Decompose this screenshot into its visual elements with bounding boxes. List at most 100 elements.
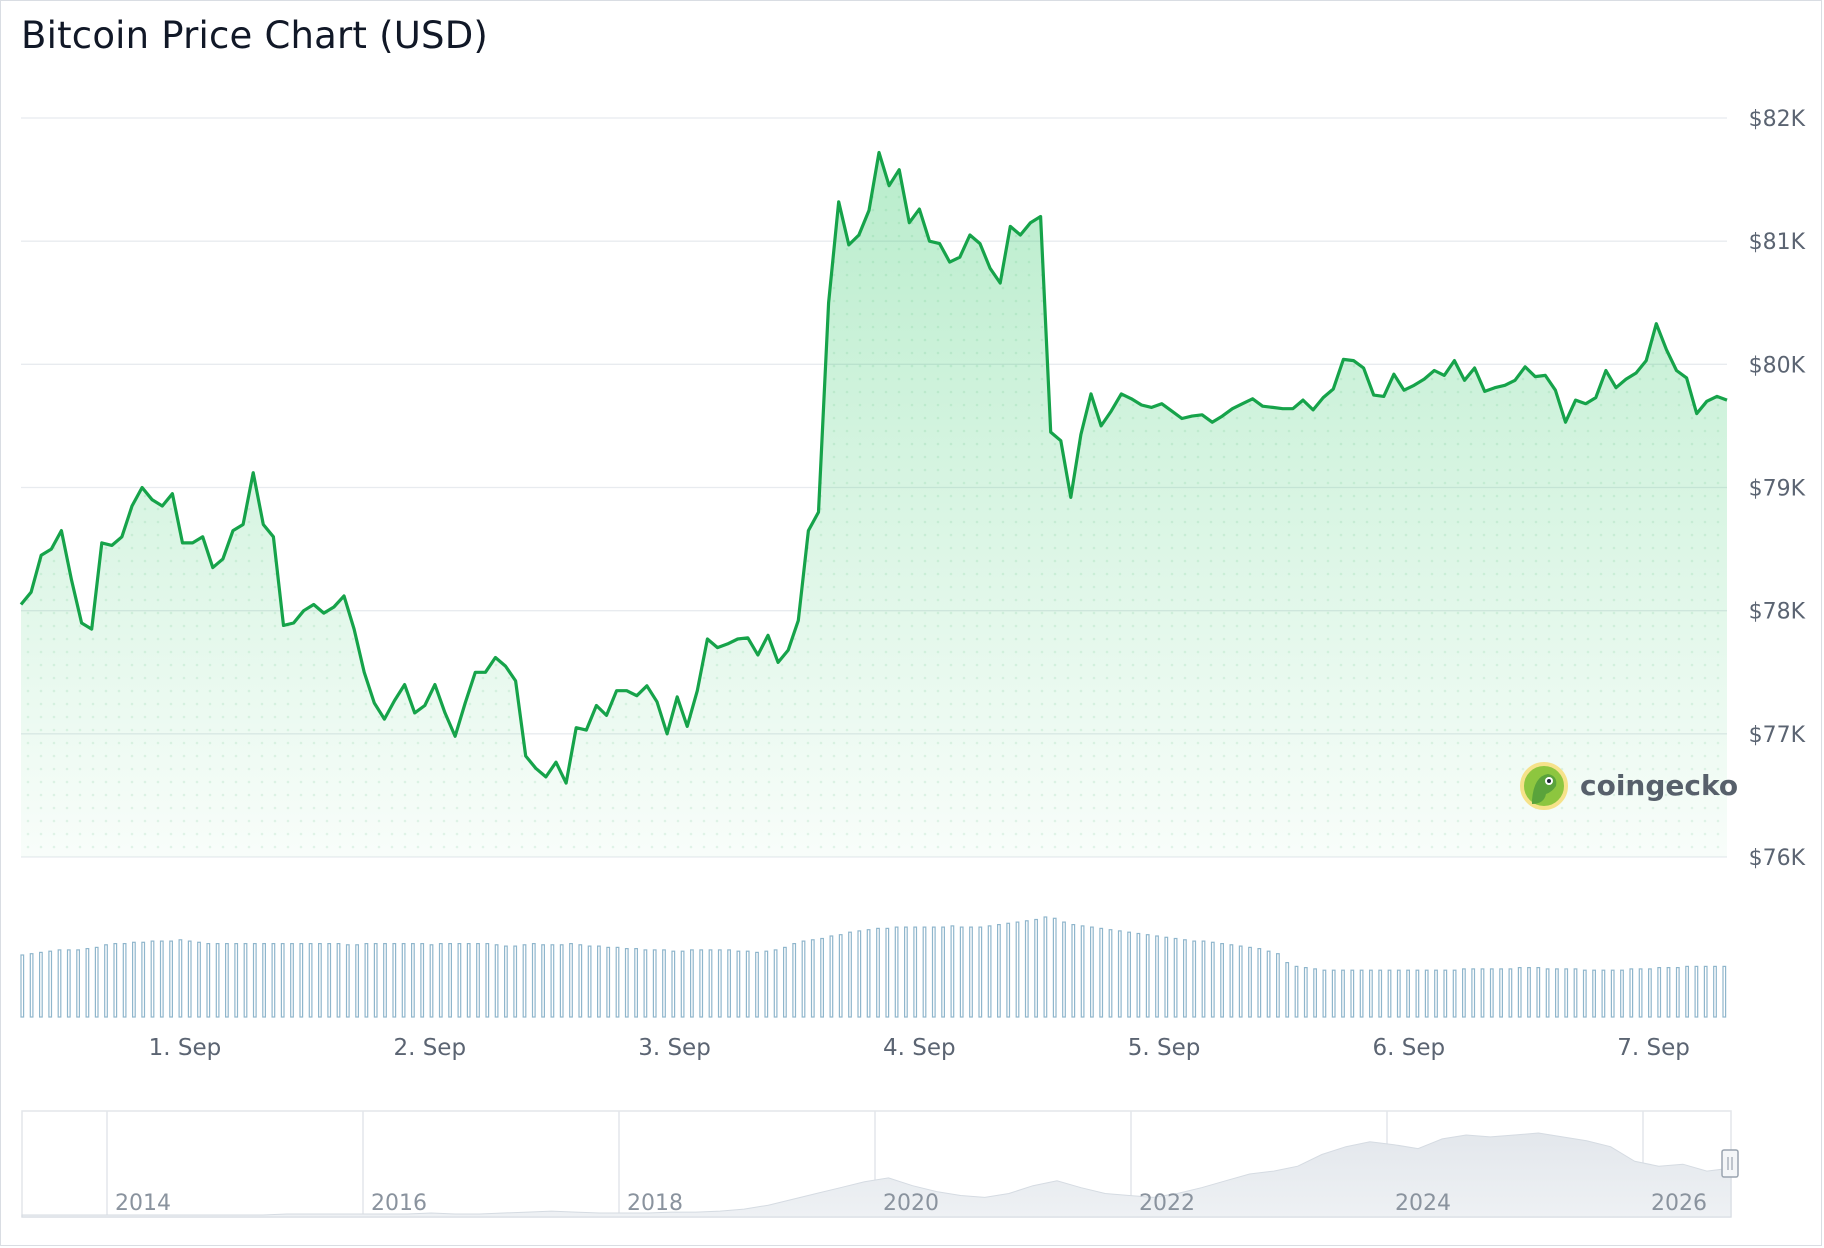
volume-bar <box>1424 969 1429 1018</box>
volume-bar <box>290 942 294 1018</box>
volume-bar <box>1508 968 1513 1018</box>
volume-bar <box>1099 927 1104 1018</box>
volume-bar <box>996 923 1001 1018</box>
volume-bar <box>773 949 778 1018</box>
volume-bar <box>634 947 638 1018</box>
volume-bar <box>1322 969 1327 1018</box>
volume-bar <box>383 942 387 1018</box>
volume-bar <box>197 941 201 1018</box>
navigator-year-label: 2020 <box>883 1191 939 1216</box>
volume-bar <box>1350 969 1355 1018</box>
volume-bar <box>206 942 211 1018</box>
volume-bar <box>1722 965 1727 1018</box>
volume-bar <box>522 944 527 1018</box>
volume-bar <box>1387 969 1392 1018</box>
volume-bar <box>1071 923 1076 1018</box>
volume-bar <box>1248 946 1252 1018</box>
volume-bar <box>894 926 899 1018</box>
volume-bar <box>225 942 229 1018</box>
volume-bar <box>1062 921 1066 1018</box>
volume-bar <box>1359 969 1364 1018</box>
volume-bar <box>1443 969 1448 1018</box>
volume-bar <box>569 942 573 1018</box>
navigator-year-label: 2016 <box>371 1191 427 1216</box>
volume-bar <box>1675 966 1680 1018</box>
volume-bar <box>1434 969 1438 1018</box>
volume-bar <box>866 929 871 1018</box>
volume-bar <box>1415 969 1420 1018</box>
volume-bar <box>513 945 518 1018</box>
volume-bar <box>141 941 146 1018</box>
volume-bar <box>48 950 53 1018</box>
volume-bar <box>476 942 480 1018</box>
volume-bar <box>1275 953 1280 1018</box>
volume-bar <box>1499 968 1504 1018</box>
navigator-year-label: 2026 <box>1651 1191 1707 1216</box>
volume-bar <box>913 926 918 1018</box>
volume-bar <box>1015 921 1020 1018</box>
volume-bar <box>1266 950 1271 1018</box>
volume-bar <box>727 949 731 1018</box>
volume-bar <box>1145 934 1150 1018</box>
volume-bar <box>792 942 797 1018</box>
volume-bar <box>1052 917 1057 1018</box>
volume-bar <box>1331 969 1336 1018</box>
volume-bar <box>1127 931 1132 1018</box>
volume-bar <box>169 940 174 1018</box>
volume-bar <box>76 949 81 1018</box>
volume-bar <box>531 942 536 1018</box>
volume-bar <box>318 942 322 1018</box>
volume-bar <box>1452 969 1457 1018</box>
volume-bar <box>978 926 983 1018</box>
volume-bar <box>876 927 880 1018</box>
volume-bar <box>466 942 471 1018</box>
range-navigator[interactable]: 2014 2016 2018 2020 2022 2024 2026 <box>21 1110 1739 1218</box>
volume-bar <box>1294 965 1299 1018</box>
volume-bar <box>1629 968 1634 1018</box>
x-axis: 1. Sep 2. Sep 3. Sep 4. Sep 5. Sep 6. Sep 7. S… <box>149 1035 1690 1061</box>
volume-bar <box>66 949 71 1018</box>
volume-bar <box>132 941 136 1018</box>
volume-bar <box>373 942 378 1018</box>
volume-bar <box>1554 968 1559 1018</box>
volume-bar <box>1406 969 1411 1018</box>
volume-bar <box>1694 965 1699 1018</box>
volume-bar <box>885 927 890 1018</box>
volume-bar <box>420 942 425 1018</box>
volume-bar <box>1108 929 1113 1018</box>
volume-bar <box>57 949 62 1018</box>
volume-bar <box>485 942 490 1018</box>
volume-bar <box>1313 968 1318 1018</box>
volume-bar <box>1368 969 1373 1018</box>
y-tick-label: $76K <box>1749 846 1806 871</box>
price-line[interactable] <box>19 150 1728 785</box>
volume-bar <box>810 939 815 1018</box>
volume-bar <box>448 942 452 1018</box>
coingecko-watermark: coingecko <box>1520 762 1738 810</box>
navigator-handle[interactable] <box>1721 1149 1739 1178</box>
volume-bar <box>1117 930 1122 1018</box>
volume-bar <box>1592 969 1597 1018</box>
x-tick-label: 7. Sep <box>1617 1035 1690 1061</box>
volume-bar <box>987 925 992 1018</box>
volume-bar <box>1285 961 1290 1018</box>
y-axis: $76K $77K $78K $79K $80K $81K $82K <box>1749 107 1806 871</box>
volume-bar <box>1480 968 1485 1018</box>
volume-bar <box>541 944 545 1018</box>
volume-bar <box>838 934 843 1018</box>
volume-bar <box>1573 968 1578 1018</box>
x-tick-label: 1. Sep <box>149 1035 222 1061</box>
volume-bar <box>596 945 601 1018</box>
x-tick-label: 4. Sep <box>883 1035 956 1061</box>
volume-bar <box>606 946 611 1018</box>
coingecko-wordmark: coingecko <box>1580 769 1738 802</box>
volume-bar <box>1220 942 1225 1018</box>
volume-bar <box>1713 965 1717 1018</box>
volume-bar <box>615 946 620 1018</box>
navigator-year-label: 2024 <box>1395 1191 1451 1216</box>
volume-bar <box>1006 922 1011 1018</box>
volume-bar <box>857 930 862 1018</box>
volume-bar <box>550 944 555 1018</box>
